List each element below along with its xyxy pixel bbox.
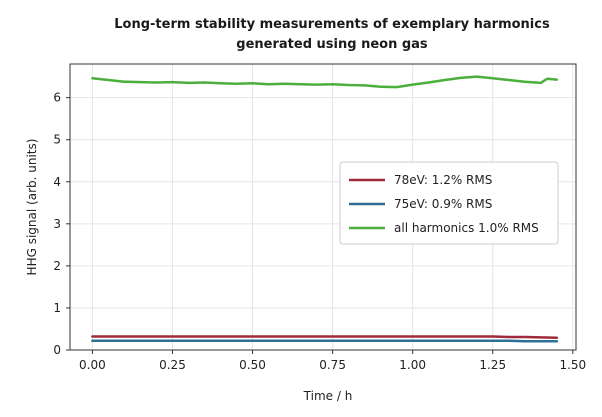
legend-label-all-harmonics: all harmonics 1.0% RMS [394,221,539,235]
x-tick-label: 0.25 [159,358,186,372]
series-line-75ev [91,339,559,343]
y-tick-label: 2 [53,259,61,273]
x-tick-label: 0.00 [79,358,106,372]
y-tick-label: 0 [53,343,61,357]
plot-frame [69,63,577,351]
y-axis-label: HHG signal (arb. units) [25,139,39,276]
x-tick-label: 1.25 [479,358,506,372]
chart-title-line-1: Long-term stability measurements of exem… [114,17,550,32]
x-tick-label: 0.50 [239,358,266,372]
chart-title-line-2: generated using neon gas [236,37,428,52]
x-axis-label: Time / h [303,389,353,403]
y-tick-label: 5 [53,133,61,147]
legend: 78eV: 1.2% RMS 75eV: 0.9% RMS all harmon… [339,161,559,245]
series-line-78ev [91,335,559,340]
series-line-all-harmonics [91,75,559,89]
legend-label-78ev: 78eV: 1.2% RMS [394,173,492,187]
y-tick-label: 4 [53,175,61,189]
y-tick-label: 1 [53,301,61,315]
x-tick-label: 1.00 [399,358,426,372]
x-tick-label: 0.75 [319,358,346,372]
y-tick-label: 3 [53,217,61,231]
legend-box [339,161,559,245]
x-tick-label: 1.50 [559,358,586,372]
legend-label-75ev: 75eV: 0.9% RMS [394,197,492,211]
y-tick-label: 6 [53,91,61,105]
axis-ticks: 0.00 0.25 0.50 0.75 1.00 1.25 1.50 0 1 2 3 4 5 6 [53,91,586,372]
series-layer [91,75,559,343]
